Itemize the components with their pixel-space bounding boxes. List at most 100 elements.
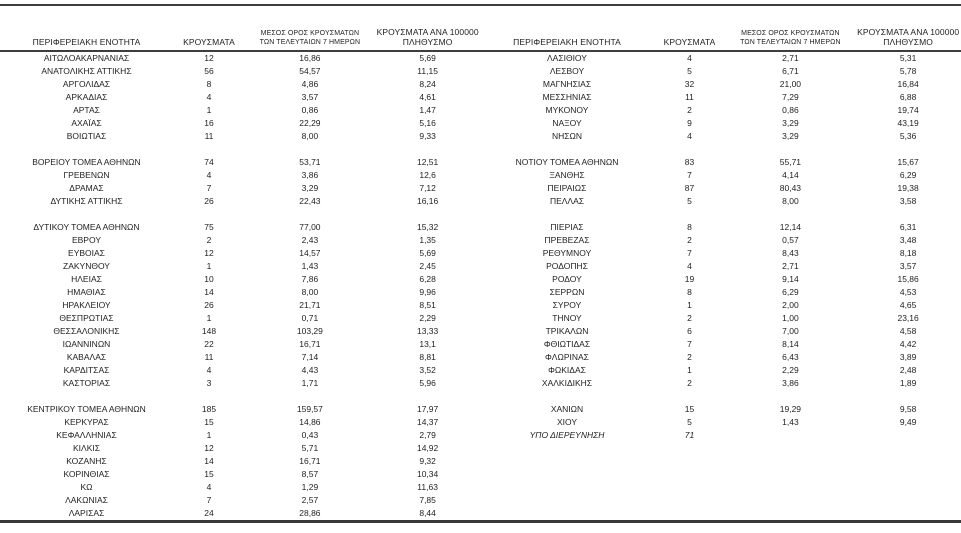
col-header-per100k: ΚΡΟΥΣΜΑΤΑ ΑΝΑ 100000 ΠΛΗΘΥΣΜΟ [855,6,961,50]
table-row: ΦΛΩΡΙΝΑΣ 2 6,43 3,89 [481,351,961,364]
cell-cases: 7 [687,248,692,258]
cell-cases: 15 [204,417,214,427]
cell-cases: 1 [206,105,212,115]
cell-per100k: 11,63 [417,482,438,492]
table-row: ΚΟΖΑΝΗΣ 14 16,71 9,32 [0,455,481,468]
cell-cases: 4 [687,53,692,63]
cell-cases: 5 [687,417,692,427]
cell-avg7: 1,43 [301,261,319,271]
table-row: ΓΡΕΒΕΝΩΝ 4 3,86 12,6 [0,169,481,182]
cell-per100k: 5,16 [419,118,436,128]
cell-avg7: 1,71 [301,378,319,388]
cell-avg7: 4,43 [301,365,319,375]
table-row: ΚΕΡΚΥΡΑΣ 15 14,86 14,37 [0,416,481,429]
cell-avg7: 2,00 [782,300,799,310]
table-group: ΒΟΡΕΙΟΥ ΤΟΜΕΑ ΑΘΗΝΩΝ 74 53,71 12,51 ΓΡΕΒΕΝΩΝ… [0,156,481,208]
cell-per100k: 8,51 [419,300,436,310]
table-row: ΘΕΣΠΡΩΤΙΑΣ 1 0,71 2,29 [0,312,481,325]
cell-per100k: 6,31 [899,222,917,232]
cell-per100k: 19,38 [897,183,919,193]
cell-per100k: 6,28 [419,274,436,284]
cell-per100k: 14,92 [416,443,439,453]
cell-avg7: 7,86 [301,274,319,284]
cell-per100k: 1,47 [419,105,436,115]
table-row: ΥΠΟ ΔΙΕΡΕΥΝΗΣΗ 71 [481,429,961,442]
cell-cases: 14 [204,456,214,466]
cell-cases: 7 [206,495,212,505]
cell-avg7: 6,71 [782,66,799,76]
cell-cases: 11 [204,352,214,362]
cell-cases: 14 [204,287,214,297]
cell-region: ΘΕΣΣΑΛΟΝΙΚΗΣ [53,326,120,336]
cell-per100k: 19,74 [897,105,919,115]
cell-avg7: 3,86 [301,170,319,180]
cell-per100k: 7,12 [419,183,436,193]
table-group: ΚΕΝΤΡΙΚΟΥ ΤΟΜΕΑ ΑΘΗΝΩΝ 185 159,57 17,97 ΚΕΡΚ… [0,403,481,520]
cell-region: ΓΡΕΒΕΝΩΝ [63,170,110,180]
table-row: ΧΑΛΚΙΔΙΚΗΣ 2 3,86 1,89 [481,377,961,390]
table-row: ΦΘΙΩΤΙΔΑΣ 7 8,14 4,42 [481,338,961,351]
cell-per100k: 3,58 [899,196,917,206]
cell-avg7: 21,00 [779,79,802,89]
cell-region: ΑΝΑΤΟΛΙΚΗΣ ΑΤΤΙΚΗΣ [41,66,132,76]
cell-per100k: 3,52 [419,365,436,375]
cell-avg7: 8,00 [301,287,319,297]
cell-region: ΠΕΙΡΑΙΩΣ [547,183,587,193]
cell-per100k: 1,35 [419,235,436,245]
col-header-avg7-line1: ΜΕΣΟΣ ΟΡΟΣ ΚΡΟΥΣΜΑΤΩΝ [741,30,840,37]
cell-region: ΣΥΡΟΥ [552,300,582,310]
regional-cases-table: ΠΕΡΙΦΕΡΕΙΑΚΗ ΕΝΟΤΗΤΑ ΚΡΟΥΣΜΑΤΑ ΜΕΣΟΣ ΟΡΟ… [0,4,961,523]
cell-region: ΛΑΚΩΝΙΑΣ [65,495,108,505]
table-group: ΝΟΤΙΟΥ ΤΟΜΕΑ ΑΘΗΝΩΝ 83 55,71 15,67 ΞΑΝΘΗΣ 7 4,… [481,156,961,208]
cell-region: ΒΟΡΕΙΟΥ ΤΟΜΕΑ ΑΘΗΝΩΝ [32,157,141,167]
cell-avg7: 7,29 [782,92,799,102]
cell-per100k: 4,58 [899,326,917,336]
cell-region: ΡΟΔΟΠΗΣ [546,261,588,271]
table-row: ΑΝΑΤΟΛΙΚΗΣ ΑΤΤΙΚΗΣ 56 54,57 11,15 [0,65,481,78]
cell-avg7: 1,00 [782,313,799,323]
col-header-cases: ΚΡΟΥΣΜΑΤΑ [663,37,716,47]
col-header-cases: ΚΡΟΥΣΜΑΤΑ [183,37,235,47]
table-group: ΧΑΝΙΩΝ 15 19,29 9,58 ΧΙΟΥ 5 1,43 9,49 ΥΠΟ ΔΙΕΡΕΥ… [481,403,961,442]
cell-cases: 6 [687,326,692,336]
cell-per100k: 3,48 [899,235,917,245]
cell-cases: 4 [206,365,212,375]
cell-per100k: 10,34 [416,469,439,479]
cell-per100k: 11,15 [417,66,438,76]
cell-cases: 2 [687,313,692,323]
col-header-avg7: ΜΕΣΟΣ ΟΡΟΣ ΚΡΟΥΣΜΑΤΩΝ ΤΩΝ ΤΕΛΕΥΤΑΙΩΝ 7 Η… [726,6,856,50]
cell-avg7: 2,57 [301,495,319,505]
cell-avg7: 9,14 [782,274,799,284]
cell-per100k: 23,16 [897,313,919,323]
cell-region: ΚΑΒΑΛΑΣ [66,352,107,362]
cell-region: ΚΕΝΤΡΙΚΟΥ ΤΟΜΕΑ ΑΘΗΝΩΝ [27,404,146,414]
cell-avg7: 77,00 [299,222,321,232]
cell-avg7: 16,71 [299,456,321,466]
cell-region: ΙΩΑΝΝΙΝΩΝ [62,339,111,349]
cell-region: ΝΗΣΩΝ [551,131,582,141]
cell-avg7: 1,29 [301,482,319,492]
cell-avg7: 28,86 [299,508,321,518]
cell-per100k: 8,44 [419,508,436,518]
cell-region: ΜΕΣΣΗΝΙΑΣ [542,92,592,102]
cell-cases: 2 [687,105,692,115]
cell-region: ΠΕΛΛΑΣ [549,196,585,206]
cell-per100k: 17,97 [416,404,439,414]
cell-cases: 56 [204,66,214,76]
table-row: ΕΒΡΟΥ 2 2,43 1,35 [0,234,481,247]
cell-per100k: 2,79 [419,430,436,440]
cell-cases: 2 [687,352,692,362]
cell-region: ΦΛΩΡΙΝΑΣ [545,352,589,362]
table-header-row: ΠΕΡΙΦΕΡΕΙΑΚΗ ΕΝΟΤΗΤΑ ΚΡΟΥΣΜΑΤΑ ΜΕΣΟΣ ΟΡΟ… [0,6,961,52]
table-body-left: ΑΙΤΩΛΟΑΚΑΡΝΑΝΙΑΣ 12 16,86 5,69 ΑΝΑΤΟΛΙΚΗΣ ΑΤ… [0,52,481,520]
cell-cases: 4 [687,131,692,141]
cell-avg7: 3,29 [782,131,799,141]
cell-avg7: 14,57 [299,248,321,258]
cell-cases: 1 [687,365,692,375]
cell-cases: 148 [201,326,217,336]
table-row: ΛΕΣΒΟΥ 5 6,71 5,78 [481,65,961,78]
cell-per100k: 9,49 [899,417,917,427]
cell-cases: 2 [206,235,212,245]
table-row: ΑΙΤΩΛΟΑΚΑΡΝΑΝΙΑΣ 12 16,86 5,69 [0,52,481,65]
